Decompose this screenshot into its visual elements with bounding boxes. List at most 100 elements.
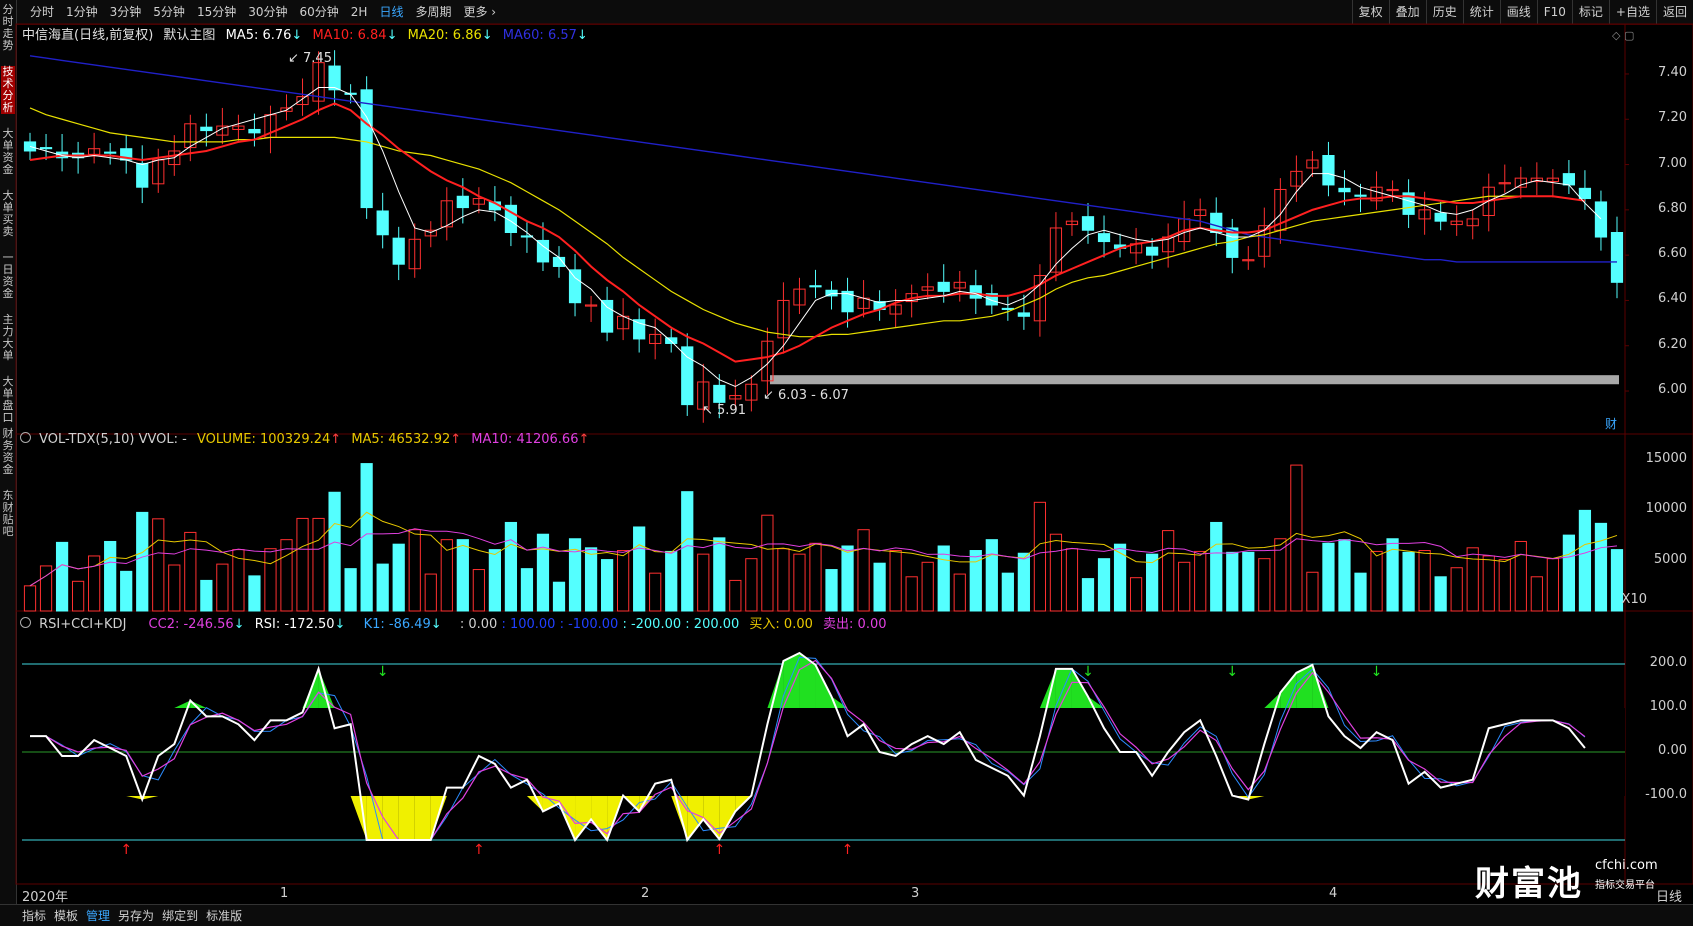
volume-bar <box>312 517 325 612</box>
rsi-line <box>30 651 1586 843</box>
period-tab-1[interactable]: 1分钟 <box>66 5 98 19</box>
sidebar-tab-6[interactable]: 大单盘口 <box>2 375 14 424</box>
sidebar-tab-5[interactable]: 主力大单 <box>2 313 14 362</box>
period-tab-7[interactable]: 2H <box>350 5 368 19</box>
period-tab-5[interactable]: 30分钟 <box>248 5 288 19</box>
period-tab-4[interactable]: 15分钟 <box>196 5 237 19</box>
candle-body <box>216 125 229 136</box>
volume-bar <box>889 550 902 612</box>
volume-bar <box>633 526 646 612</box>
volume-bar <box>1242 551 1255 612</box>
candle-body <box>184 123 197 149</box>
candle-body <box>649 333 662 344</box>
period-tab-0[interactable]: 分时 <box>30 5 55 19</box>
bottom-tab-2[interactable]: 管理 <box>86 908 111 923</box>
indicator-circle-icon[interactable] <box>20 617 31 628</box>
volume-bar <box>729 579 742 612</box>
indicator-y-tick: 200.0 <box>1649 655 1687 670</box>
volume-circle-icon[interactable] <box>20 432 31 443</box>
ma10-label: MA10: 6.84↓ <box>312 28 398 43</box>
x-axis-label: 日线 <box>1656 890 1683 905</box>
period-tab-9[interactable]: 多周期 <box>415 5 452 19</box>
support-band <box>770 375 1619 385</box>
sidebar-tab-1[interactable]: 技术分析 <box>1 65 15 114</box>
oversold-fill <box>142 796 159 800</box>
candle-body <box>376 210 389 236</box>
candle-body <box>424 229 437 237</box>
volume-bar <box>825 569 838 612</box>
main-y-tick: 6.40 <box>1658 291 1687 307</box>
toolbar-button-3[interactable]: 统计 <box>1462 0 1500 24</box>
candle-body <box>280 107 293 112</box>
sidebar-tab-2[interactable]: 大单资金 <box>2 127 14 176</box>
sell-signal-arrow: ↓ <box>1371 664 1383 680</box>
toolbar-button-7[interactable]: +自选 <box>1608 0 1656 24</box>
volume-bar <box>857 529 870 612</box>
overbought-fill <box>767 660 784 708</box>
volume-bar <box>392 543 405 612</box>
candle-body <box>1386 188 1399 192</box>
watermark-text: 财富池 <box>1475 864 1583 904</box>
candle-body <box>408 238 421 270</box>
bottom-tab-0[interactable]: 指标 <box>22 908 47 923</box>
main-chart-title: 中信海直(日线,前复权) 默认主图 MA5: 6.76↓ MA10: 6.84↓… <box>22 24 594 43</box>
chart-template-label[interactable]: 默认主图 <box>163 28 216 43</box>
period-tab-2[interactable]: 3分钟 <box>109 5 142 19</box>
volume-bar <box>1306 571 1319 612</box>
volume-bar <box>1049 533 1063 612</box>
candle-body <box>328 65 341 91</box>
volume-bar <box>456 539 469 612</box>
period-tab-10[interactable]: 更多 › <box>463 5 497 19</box>
sidebar-tab-3[interactable]: 大单买卖 <box>2 189 14 238</box>
sidebar-tab-0[interactable]: 分时走势 <box>2 3 14 52</box>
sidebar-tab-8[interactable]: 东财贴吧 <box>2 489 14 538</box>
sidebar-tab-4[interactable]: 一日资金 <box>2 251 14 300</box>
main-y-tick: 7.40 <box>1658 64 1687 80</box>
volume-bar <box>1065 548 1079 612</box>
candle-body <box>937 281 950 292</box>
period-tab-8[interactable]: 日线 <box>379 5 404 19</box>
candle-body <box>1578 187 1592 200</box>
candle-body <box>985 293 998 306</box>
candle-body <box>1017 312 1030 317</box>
candle-body <box>584 304 598 307</box>
param-3: : -100.00 <box>559 617 619 632</box>
candle-body <box>1498 182 1511 185</box>
volume-bar <box>1274 538 1287 612</box>
volume-bar <box>424 573 437 612</box>
oversold-fill <box>1248 796 1265 800</box>
volume-bar <box>1097 558 1111 612</box>
toolbar-button-6[interactable]: 标记 <box>1571 0 1609 24</box>
cc2-line <box>30 659 1586 841</box>
volume-bar <box>1354 572 1367 612</box>
toolbar-button-0[interactable]: 复权 <box>1351 0 1389 24</box>
oversold-fill <box>719 796 736 840</box>
sidebar-tab-7[interactable]: 财务资金 <box>2 427 14 476</box>
toolbar-button-2[interactable]: 历史 <box>1425 0 1463 24</box>
volume-bar <box>1017 552 1030 612</box>
bottom-tab-5[interactable]: 标准版 <box>206 908 243 923</box>
volume-bar <box>809 542 822 612</box>
toolbar-button-1[interactable]: 叠加 <box>1388 0 1426 24</box>
watermark-logo: 财富池 cfchi.com 指标交易平台 <box>1475 856 1658 905</box>
period-tab-6[interactable]: 60分钟 <box>299 5 339 19</box>
overbought-fill <box>1039 668 1056 708</box>
candle-body <box>1594 201 1608 238</box>
volume-bar <box>665 550 678 612</box>
volume-bar <box>1226 551 1239 612</box>
volume-bar <box>1482 555 1495 612</box>
overbought-fill <box>174 700 191 708</box>
toolbar-button-5[interactable]: F10 <box>1536 0 1572 24</box>
candle-body <box>504 204 518 234</box>
candle-body <box>1402 192 1415 215</box>
bottom-tab-1[interactable]: 模板 <box>54 908 79 923</box>
sell-signal-arrow: ↓ <box>1226 664 1238 680</box>
buy-value: 买入: 0.00 <box>749 617 813 632</box>
bottom-tab-4[interactable]: 绑定到 <box>162 908 199 923</box>
high-price-label: ↙ 7.45 <box>288 51 332 66</box>
toolbar-button-4[interactable]: 画线 <box>1499 0 1537 24</box>
toolbar-button-8[interactable]: 返回 <box>1655 0 1693 24</box>
period-tab-3[interactable]: 5分钟 <box>153 5 185 19</box>
bottom-tab-3[interactable]: 另存为 <box>118 908 155 923</box>
